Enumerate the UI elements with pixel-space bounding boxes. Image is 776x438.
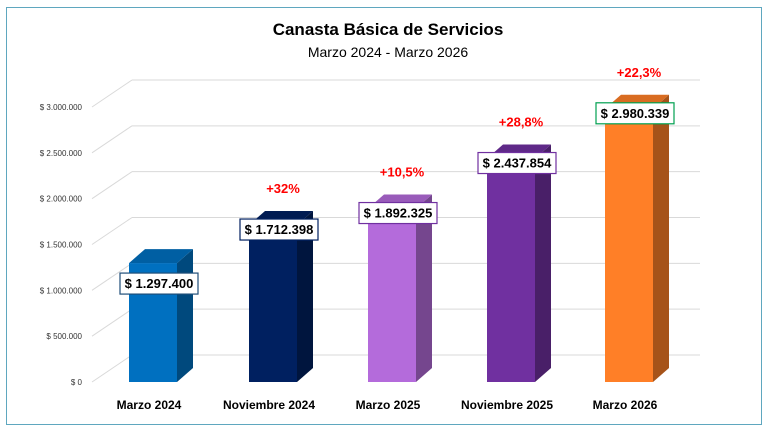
x-category-label: Noviembre 2024 — [223, 398, 315, 412]
gridline-diagonal — [91, 354, 133, 383]
value-label-box — [239, 218, 319, 241]
chart-title: Canasta Básica de Servicios — [272, 20, 504, 39]
gridline-diagonal — [91, 125, 133, 154]
bar — [368, 208, 416, 382]
y-axis-ticks: $ 0 $ 500.000 $ 1.000.000 $ 1.500.000 $ 2.00… — [40, 103, 83, 387]
value-label: $ 2.980.339 — [601, 106, 670, 121]
x-category-label: Noviembre 2025 — [461, 398, 553, 412]
y-tick-label: $ 3.000.000 — [40, 103, 83, 112]
gridline-diagonal — [91, 308, 133, 337]
gridline-diagonal — [91, 171, 133, 200]
bar-top — [129, 249, 193, 264]
y-tick-label: $ 1.000.000 — [40, 286, 83, 295]
growth-label: +10,5% — [380, 165, 425, 180]
chart-subtitle: Marzo 2024 - Marzo 2026 — [307, 44, 469, 60]
growth-label: +28,8% — [499, 115, 544, 130]
y-tick-label: $ 0 — [71, 378, 83, 387]
gridline-diagonal — [91, 217, 133, 245]
x-category-label: Marzo 2025 — [356, 398, 421, 412]
value-label-box — [358, 201, 438, 225]
x-category-label: Marzo 2024 — [117, 398, 182, 412]
bars-layer — [129, 94, 669, 383]
x-axis-categories: Marzo 2024 Noviembre 2024 Marzo 2025 Noviem… — [117, 398, 658, 412]
value-label: $ 1.712.398 — [245, 222, 314, 237]
bar-side — [177, 249, 193, 382]
bar — [487, 158, 535, 382]
value-label-box — [477, 151, 557, 175]
y-tick-label: $ 2.000.000 — [40, 195, 83, 204]
gridline-diagonal — [91, 262, 133, 291]
bar-side — [297, 211, 313, 382]
gridline-diagonal — [91, 79, 133, 108]
bar-side — [535, 144, 551, 382]
bar-side — [416, 194, 432, 382]
value-label: $ 1.892.325 — [364, 206, 433, 221]
growth-label: +22,3% — [617, 65, 662, 80]
y-tick-label: $ 2.500.000 — [40, 149, 83, 158]
y-tick-label: $ 1.500.000 — [40, 241, 83, 250]
bar — [249, 225, 297, 382]
value-label-box — [595, 102, 675, 125]
value-label: $ 2.437.854 — [483, 156, 552, 171]
labels-layer: $ 1.297.400 $ 1.712.398 +32% $ 1.892.325 +10… — [119, 65, 675, 295]
value-label: $ 1.297.400 — [125, 276, 194, 291]
bar-side — [653, 94, 669, 383]
growth-label: +32% — [266, 181, 300, 196]
y-tick-label: $ 500.000 — [46, 332, 82, 341]
bar — [605, 108, 653, 383]
x-category-label: Marzo 2026 — [593, 398, 658, 412]
value-label-box — [119, 272, 199, 295]
